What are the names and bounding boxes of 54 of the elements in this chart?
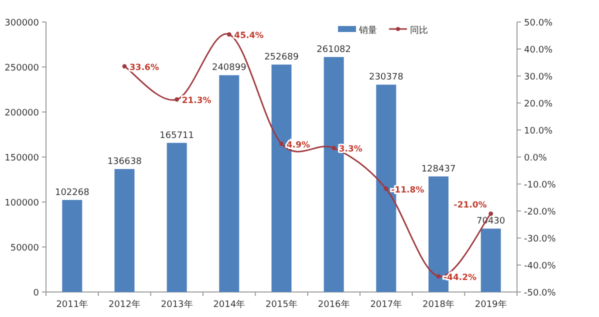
x-tick-label: 2019年	[474, 299, 507, 310]
point	[122, 64, 127, 68]
y-tick-label: 200000	[4, 108, 40, 118]
point	[279, 142, 284, 146]
data-label: 240899	[212, 63, 247, 74]
y-tick-label: 150000	[4, 154, 40, 164]
y2-tick-label: -30.0%	[524, 234, 556, 244]
y2-tick-label: 30.0%	[524, 72, 554, 82]
x-tick-label: 2017年	[370, 299, 402, 310]
x-tick-label: 2014年	[213, 299, 246, 310]
data-label: 165711	[160, 130, 194, 141]
data-label: 102268	[54, 188, 90, 198]
legend-label: 同比	[410, 25, 428, 36]
data-label: 230378	[368, 72, 404, 83]
y2-tick-label: 10.0%	[524, 126, 554, 136]
bar	[219, 75, 240, 292]
x-tick-label: 2013年	[160, 299, 193, 310]
data-label: 45.4%	[234, 30, 264, 41]
legend-label: 销量	[358, 25, 377, 36]
y2-tick-label: -40.0%	[524, 262, 556, 272]
point	[436, 274, 441, 279]
point	[226, 32, 232, 37]
bar	[62, 200, 82, 292]
bar	[480, 228, 501, 292]
data-label: -21.0%	[454, 200, 488, 211]
y2-tick-label: 50.0%	[524, 18, 554, 28]
y-tick-label: 100000	[4, 198, 40, 208]
x-tick-label: 2018年	[422, 299, 454, 310]
y2-tick-label: -20.0%	[524, 208, 556, 218]
data-label: 136638	[107, 157, 142, 168]
bar	[166, 142, 187, 292]
data-label: 261082	[316, 45, 352, 56]
y2-tick-label: 20.0%	[524, 100, 554, 110]
y2-tick-label: 0.0%	[524, 154, 548, 164]
y2-tick-label: -10.0%	[524, 180, 556, 190]
x-tick-label: 2015年	[266, 299, 298, 310]
x-tick-label: 2011年	[56, 299, 88, 310]
x-tick-label: 2012年	[108, 299, 140, 310]
data-label: 21.3%	[182, 96, 212, 106]
data-label: 128437	[421, 164, 456, 174]
point	[332, 146, 336, 150]
y-tick-label: 250000	[4, 64, 40, 74]
data-label: 33.6%	[130, 62, 160, 73]
y2-tick-label: 40.0%	[524, 46, 554, 56]
point	[384, 186, 388, 192]
y-tick-label: 50000	[10, 244, 40, 254]
y-tick-label: 300000	[4, 18, 40, 28]
point	[174, 97, 180, 102]
bar	[114, 169, 134, 292]
point	[488, 212, 494, 216]
x-tick-label: 2016年	[318, 299, 350, 310]
y-tick-label: 0	[33, 288, 40, 298]
data-label: 252689	[264, 52, 299, 63]
y2-tick-label: -50.0%	[524, 288, 556, 298]
